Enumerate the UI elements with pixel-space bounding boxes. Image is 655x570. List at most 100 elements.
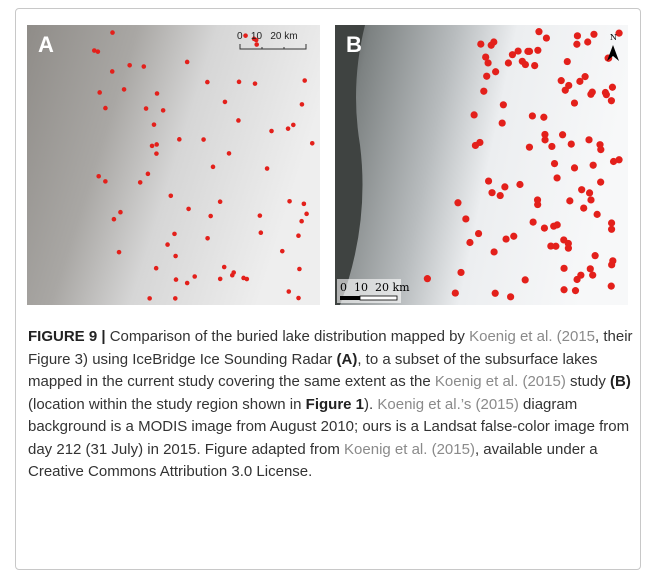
lake-marker <box>150 144 155 149</box>
lake-marker <box>302 78 307 83</box>
lake-marker <box>574 32 581 39</box>
lake-marker <box>565 82 572 89</box>
lake-marker <box>594 211 601 218</box>
satellite-image <box>335 25 628 305</box>
lake-marker <box>253 81 258 86</box>
lake-marker <box>608 283 615 290</box>
lake-marker <box>173 296 178 301</box>
lake-marker <box>236 118 241 123</box>
lake-marker <box>103 179 108 184</box>
lake-marker <box>168 193 173 198</box>
lake-marker <box>592 252 599 259</box>
lake-marker <box>603 91 610 98</box>
lake-marker <box>502 235 509 242</box>
caption-text: ). <box>364 396 373 413</box>
lake-marker <box>227 151 232 156</box>
lake-marker <box>553 174 560 181</box>
lake-marker <box>490 248 497 255</box>
lake-marker <box>254 42 259 47</box>
lake-marker <box>286 126 291 131</box>
lake-marker <box>466 239 473 246</box>
lake-marker <box>609 84 616 91</box>
lake-marker <box>304 212 309 217</box>
lake-marker <box>571 99 578 106</box>
lake-marker <box>185 60 190 65</box>
lake-marker <box>566 197 573 204</box>
lake-marker <box>472 142 479 149</box>
lake-marker <box>551 160 558 167</box>
lake-marker <box>471 111 478 118</box>
lake-marker <box>543 34 550 41</box>
citation-link[interactable]: Koenig et al. (2015 <box>469 328 595 345</box>
caption-text: Comparison of the buried lake distributi… <box>110 328 465 345</box>
lake-marker <box>526 144 533 151</box>
lake-marker <box>507 293 514 300</box>
scale-bar <box>360 296 397 300</box>
lake-marker <box>208 214 213 219</box>
lake-marker <box>218 199 223 204</box>
lake-marker <box>560 286 567 293</box>
lake-marker <box>581 73 588 80</box>
lake-marker <box>585 136 592 143</box>
lake-marker <box>578 186 585 193</box>
lake-marker <box>300 102 305 107</box>
lake-marker <box>564 58 571 65</box>
lake-marker <box>573 41 580 48</box>
lake-marker <box>509 51 516 58</box>
citation-link[interactable]: Koenig et al. (2015) <box>344 441 475 458</box>
panel-ref: (A) <box>337 351 358 368</box>
caption-text: study <box>570 373 606 390</box>
lake-marker <box>462 215 469 222</box>
scale-label: 0 10 20 km <box>340 281 410 294</box>
lake-marker <box>535 28 542 35</box>
satellite-image <box>27 25 320 305</box>
lake-marker <box>505 59 512 66</box>
lake-marker <box>103 106 108 111</box>
lake-marker <box>608 226 615 233</box>
lake-marker <box>297 267 302 272</box>
lake-marker <box>287 199 292 204</box>
lake-marker <box>96 49 101 54</box>
lake-marker <box>565 245 572 252</box>
panel-label: B <box>346 32 362 57</box>
lake-marker <box>96 174 101 179</box>
lake-marker <box>587 196 594 203</box>
lake-marker <box>424 275 431 282</box>
figure-ref[interactable]: Figure 1 <box>306 396 364 413</box>
lake-marker <box>452 289 459 296</box>
lake-marker <box>118 210 123 215</box>
lake-marker <box>571 164 578 171</box>
lake-marker <box>534 47 541 54</box>
lake-marker <box>483 73 490 80</box>
lake-marker <box>161 108 166 113</box>
lake-marker <box>596 141 603 148</box>
lake-marker <box>586 189 593 196</box>
lake-marker <box>490 38 497 45</box>
citation-link[interactable]: Koenig et al. (2015) <box>435 373 566 390</box>
lake-marker <box>205 236 210 241</box>
panel-label: A <box>38 32 54 57</box>
lake-marker <box>534 196 541 203</box>
lake-marker <box>241 276 246 281</box>
lake-marker <box>587 265 594 272</box>
lake-marker <box>550 223 557 230</box>
lake-marker <box>484 59 491 66</box>
lake-marker <box>587 91 594 98</box>
caption-text: (location within the study region shown … <box>28 396 302 413</box>
lake-marker <box>97 90 102 95</box>
citation-link[interactable]: Koenig et al.’s (2015) <box>377 396 518 413</box>
lake-marker <box>580 205 587 212</box>
lake-marker <box>558 77 565 84</box>
lake-marker <box>608 261 615 268</box>
lake-marker <box>110 30 115 35</box>
lake-marker <box>541 224 548 231</box>
lake-marker <box>117 250 122 255</box>
lake-marker <box>223 100 228 105</box>
lake-marker <box>237 80 242 85</box>
lake-marker <box>222 265 227 270</box>
scale-label: 0 10 20 km <box>237 31 298 42</box>
lake-marker <box>522 61 529 68</box>
lake-marker <box>172 232 177 237</box>
lake-marker <box>541 131 548 138</box>
lake-marker <box>597 179 604 186</box>
